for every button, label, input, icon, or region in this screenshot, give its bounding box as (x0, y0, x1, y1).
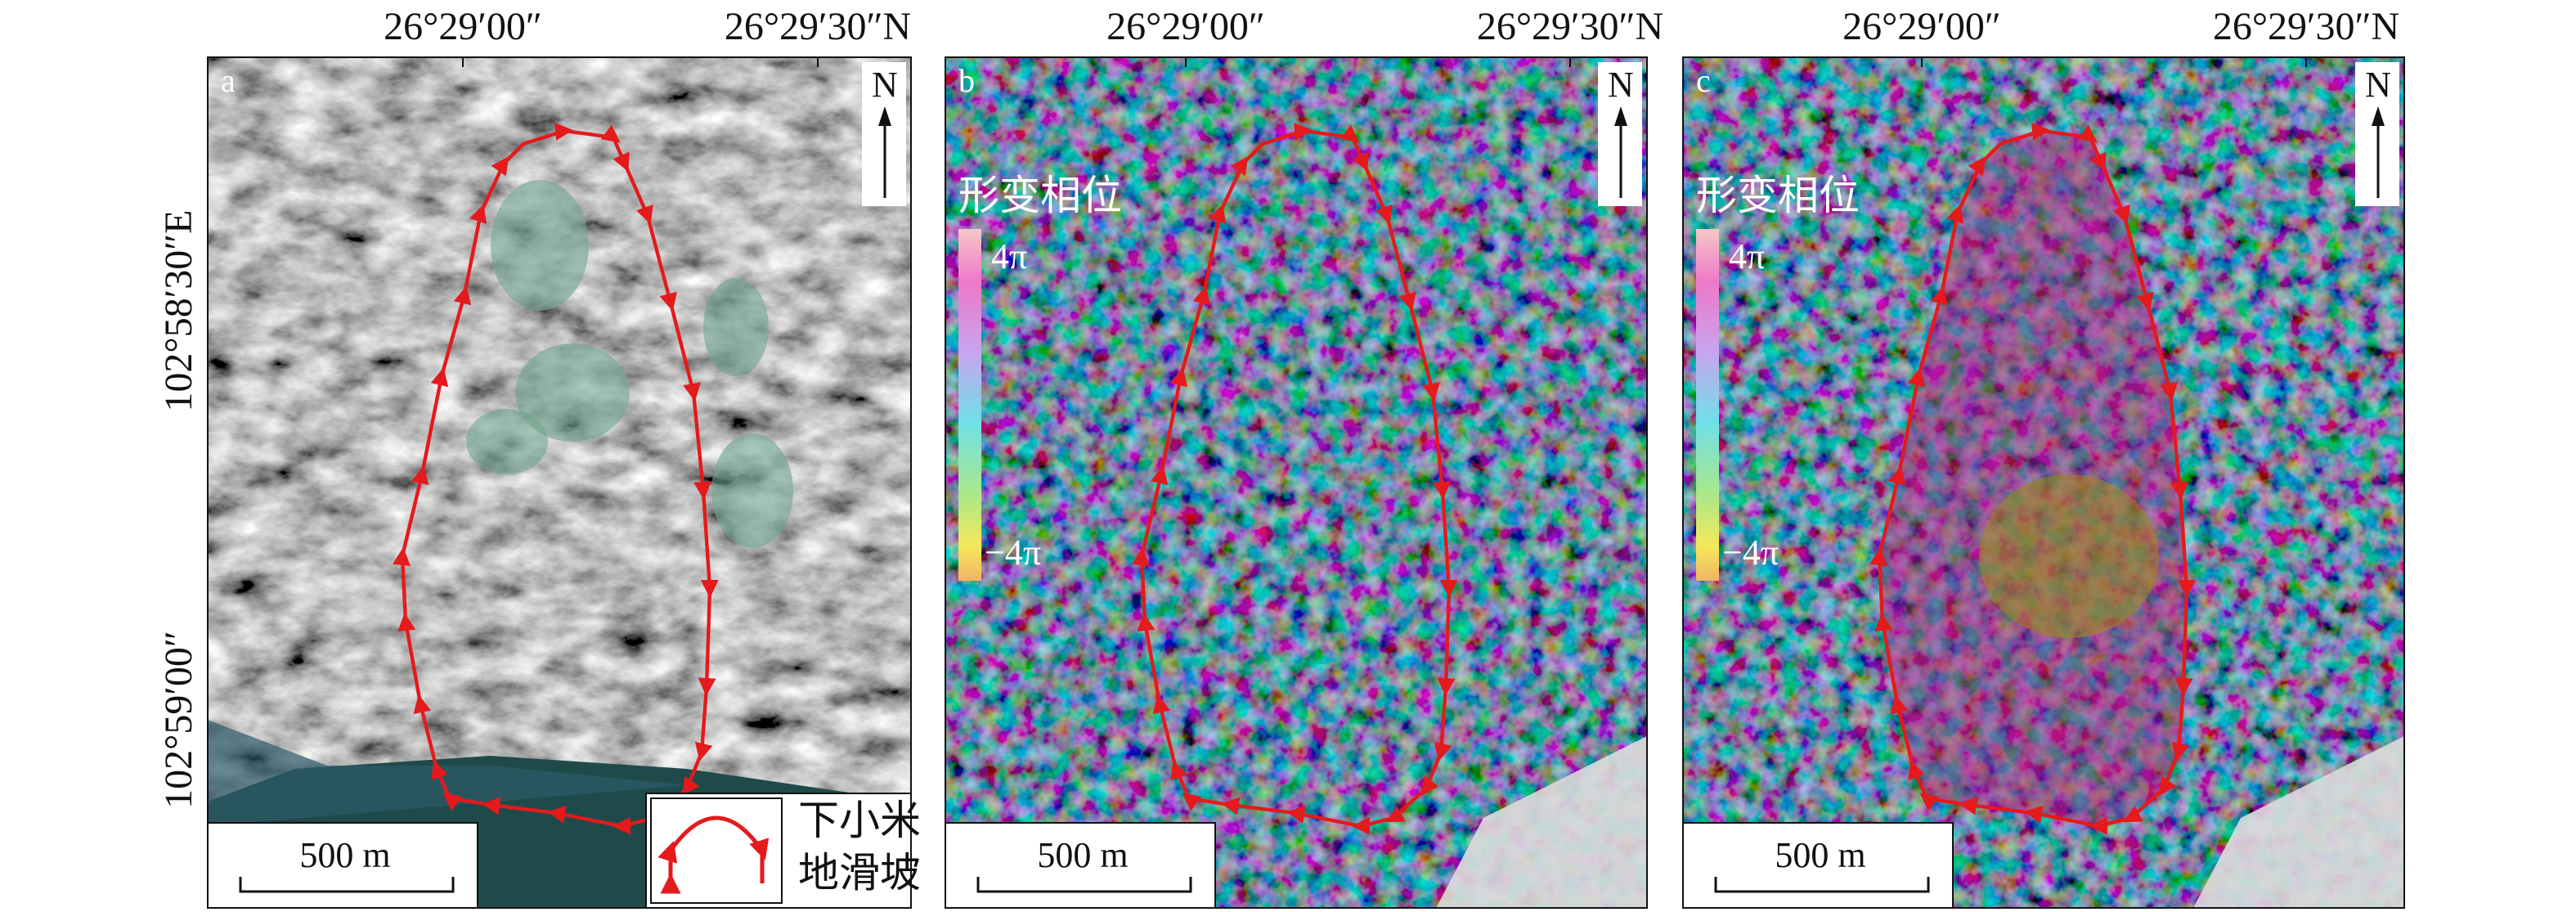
bare-area (2193, 736, 2404, 908)
top-coord-label: 26°29′30″N (725, 5, 911, 48)
vegetation (703, 278, 769, 376)
colorbar-min: −4π (985, 532, 1041, 573)
vegetation (711, 434, 793, 548)
colorbar (958, 229, 981, 581)
north-label: N (2365, 65, 2391, 105)
north-label: N (872, 65, 898, 105)
scale-label: 500 m (299, 835, 390, 875)
panel-letter: a (221, 62, 236, 99)
top-coord-label: 26°29′00″ (1106, 5, 1265, 48)
legend-icon (657, 815, 770, 894)
panel-frame (1682, 56, 2405, 909)
colorbar-max: 4π (1729, 236, 1765, 276)
north-arrowhead (1614, 106, 1627, 126)
top-coord-label: 26°29′30″N (2213, 5, 2399, 48)
scale-bar (239, 877, 455, 893)
top-coord-label: 26°29′00″ (384, 5, 542, 48)
north-label: N (1608, 65, 1634, 105)
bare-area (1436, 736, 1647, 908)
vegetation (466, 409, 548, 474)
scale-box (945, 822, 1216, 909)
north-arrowhead (2372, 106, 2385, 126)
legend-label: 下小米 (798, 797, 921, 843)
landslide-boundary (1879, 131, 2187, 826)
scale-box (1682, 822, 1954, 909)
landslide-boundary (1142, 131, 1449, 826)
panel-letter: b (958, 62, 975, 99)
map-panel (208, 57, 911, 908)
vegetation (491, 180, 589, 311)
map-panel (945, 57, 1647, 908)
north-arrowhead (878, 106, 891, 126)
colorbar-title: 形变相位 (1696, 173, 1860, 218)
scale-box (207, 822, 478, 909)
panel-letter: c (1696, 62, 1711, 99)
left-coord-label: 102°59′00″ (157, 631, 200, 809)
landslide-boundary (402, 131, 710, 826)
colorbar-max: 4π (991, 236, 1027, 276)
colorbar-min: −4π (1722, 532, 1779, 573)
colorbar (1696, 229, 1719, 581)
top-coord-label: 26°29′30″N (1477, 5, 1663, 48)
scale-label: 500 m (1037, 835, 1128, 875)
legend-label: 地滑坡 (798, 850, 921, 896)
scale-bar (976, 877, 1192, 893)
scale-label: 500 m (1775, 835, 1865, 875)
colorbar-title: 形变相位 (958, 173, 1122, 218)
top-coord-label: 26°29′00″ (1842, 5, 2001, 48)
map-panel (1683, 57, 2404, 908)
panel-frame (207, 56, 912, 909)
scale-bar (1714, 877, 1930, 893)
panel-frame (945, 56, 1648, 909)
deformation-core (1979, 474, 2159, 638)
left-coord-label: 102°58′30″E (157, 209, 200, 411)
